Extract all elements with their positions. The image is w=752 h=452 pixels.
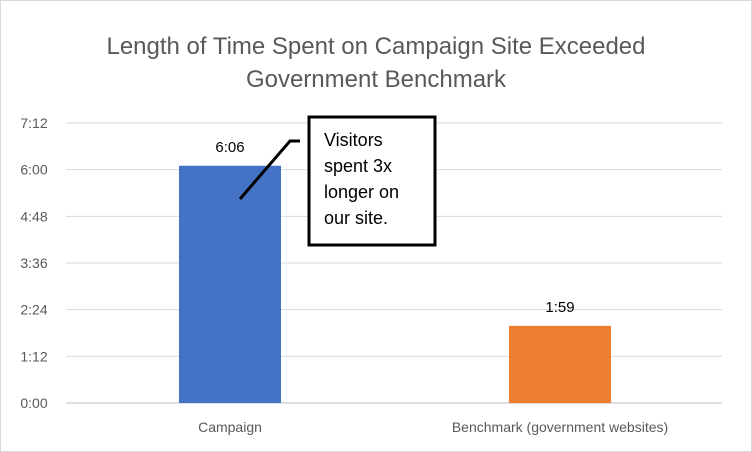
- data-label: 1:59: [545, 299, 574, 316]
- callout-text-line: our site.: [324, 208, 388, 228]
- callout-box: [307, 115, 437, 247]
- category-label: Benchmark (government websites): [452, 419, 668, 435]
- y-axis-tick-labels: 0:00 1:12 2:24 3:36 4:48 6:00 7:12: [20, 115, 47, 411]
- callout: Visitors spent 3x longer on our site.: [238, 115, 437, 247]
- bar-campaign: [179, 165, 281, 403]
- chart-title-line-2: Government Benchmark: [246, 66, 507, 93]
- data-labels: 6:06 1:59: [215, 139, 574, 316]
- y-tick-label: 4:48: [20, 208, 47, 224]
- y-tick-label: 7:12: [20, 115, 47, 131]
- data-label: 6:06: [215, 139, 244, 156]
- y-tick-label: 6:00: [20, 162, 47, 178]
- y-tick-label: 3:36: [20, 255, 47, 271]
- category-label: Campaign: [198, 419, 262, 435]
- bars: [179, 165, 611, 403]
- chart-title: Length of Time Spent on Campaign Site Ex…: [106, 33, 645, 93]
- callout-text-line: longer on: [324, 182, 399, 202]
- y-tick-label: 1:12: [20, 348, 47, 364]
- category-labels: Campaign Benchmark (government websites): [198, 419, 668, 435]
- callout-text-line: Visitors: [324, 130, 383, 150]
- y-tick-label: 0:00: [20, 395, 47, 411]
- bar-benchmark: [509, 325, 611, 403]
- chart-title-line-1: Length of Time Spent on Campaign Site Ex…: [106, 33, 645, 60]
- y-tick-label: 2:24: [20, 302, 47, 318]
- callout-leader-line: [238, 139, 300, 200]
- callout-text-line: spent 3x: [324, 156, 392, 176]
